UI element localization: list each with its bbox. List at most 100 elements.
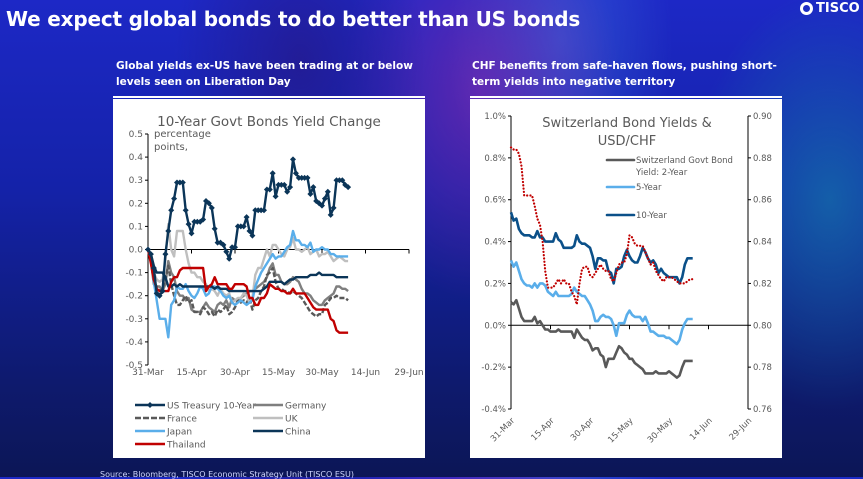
legend-label-japan: Japan — [166, 428, 192, 438]
ring-icon — [800, 2, 813, 15]
y-axis-label: points, — [154, 142, 188, 153]
data-point-us-treasury-10-year — [223, 248, 230, 255]
data-point-us-treasury-10-year — [185, 221, 192, 228]
legend-label-switzerland-govt-bond-yield-2-year: Switzerland Govt Bond — [636, 156, 733, 166]
data-point-us-treasury-10-year — [249, 232, 256, 239]
data-point-us-treasury-10-year — [266, 186, 273, 193]
chart-title: Switzerland Bond Yields & — [542, 116, 711, 131]
series-line-switzerland-govt-bond-yield-2-year — [510, 298, 693, 379]
right-chart-panel: Switzerland Bond Yields & USD/CHF 1.0% 0.8%… — [470, 99, 782, 458]
data-point-us-treasury-10-year — [232, 244, 238, 251]
y-tick-label: 0.8% — [484, 154, 506, 164]
legend-label-switzerland-govt-bond-yield-2-year: Yield: 2-Year — [635, 168, 688, 178]
y-tick-label: -0.1 — [125, 269, 143, 279]
data-point-us-treasury-10-year — [205, 200, 212, 207]
data-point-us-treasury-10-year — [307, 191, 314, 198]
x-tick-label: 31-Mar — [132, 368, 164, 378]
data-point-us-treasury-10-year — [168, 207, 175, 214]
chart-title: USD/CHF — [598, 134, 657, 149]
y-tick-label: 0.4 — [129, 153, 144, 163]
y-tick-label: -0.4 — [125, 338, 143, 348]
left-chart-subtitle: Global yields ex-US have been trading at… — [116, 60, 413, 88]
y-tick-label: 0.2 — [129, 199, 143, 209]
y-tick-label: -0.2% — [481, 363, 506, 373]
legend-marker — [147, 402, 153, 408]
series-line-10-year — [509, 211, 693, 285]
chart-title: 10-Year Govt Bonds Yield Change — [157, 114, 381, 130]
series-line-5-year — [509, 259, 693, 346]
data-point-us-treasury-10-year — [304, 174, 311, 181]
y-tick-label: 0.5 — [129, 130, 143, 140]
data-point-us-treasury-10-year — [324, 188, 331, 195]
y-tick-label: 0.0% — [484, 321, 506, 331]
left-subtitle-divider — [113, 96, 425, 98]
data-point-us-treasury-10-year — [159, 288, 166, 295]
x-tick-label: 14-Jun — [688, 416, 715, 443]
legend-label-10-year: 10-Year — [636, 211, 667, 221]
data-point-us-treasury-10-year — [330, 204, 337, 211]
data-point-us-treasury-10-year — [162, 251, 169, 258]
y2-tick-label: 0.88 — [753, 154, 772, 164]
data-point-us-treasury-10-year — [243, 214, 250, 221]
data-point-us-treasury-10-year — [208, 204, 215, 211]
data-point-us-treasury-10-year — [310, 184, 317, 191]
legend-label-china: China — [285, 428, 311, 438]
right-chart-subtitle: CHF benefits from safe-haven flows, push… — [472, 60, 777, 88]
data-point-us-treasury-10-year — [345, 184, 352, 191]
source-note: Source: Bloomberg, TISCO Economic Strate… — [100, 470, 354, 479]
legend-label-us-treasury-10-year: US Treasury 10-Year — [167, 402, 256, 412]
x-tick-label: 31-Mar — [489, 416, 518, 445]
x-tick-label: 30-Apr — [569, 416, 597, 444]
data-point-us-treasury-10-year — [153, 290, 160, 297]
x-tick-label: 30-May — [646, 416, 675, 445]
data-point-us-treasury-10-year — [281, 181, 288, 188]
data-point-us-treasury-10-year — [211, 225, 218, 232]
y2-tick-label: 0.90 — [753, 112, 772, 122]
y-tick-label: -0.2 — [125, 292, 143, 302]
data-point-us-treasury-10-year — [290, 156, 296, 163]
x-tick-label: 15-May — [606, 416, 635, 445]
legend-label-germany: Germany — [285, 402, 327, 412]
data-point-us-treasury-10-year — [156, 292, 163, 299]
y-tick-label: 0.4% — [484, 238, 506, 248]
y-tick-label: -0.3 — [125, 315, 143, 325]
y-tick-label: 0.1 — [129, 222, 143, 232]
y2-tick-label: 0.86 — [753, 196, 772, 206]
legend-label-uk: UK — [285, 415, 299, 425]
x-tick-label: 15-May — [262, 368, 296, 378]
logo-text: TISCO — [816, 1, 860, 16]
data-point-us-treasury-10-year — [145, 246, 151, 253]
left-chart-panel: 10-Year Govt Bonds Yield Change percentag… — [113, 99, 425, 458]
tisco-logo: TISCO — [800, 1, 860, 16]
x-tick-label: 29-Jun — [728, 416, 755, 443]
y-tick-label: 1.0% — [484, 112, 506, 122]
data-point-us-treasury-10-year — [339, 177, 346, 184]
x-tick-label: 30-May — [305, 368, 339, 378]
data-point-us-treasury-10-year — [179, 179, 186, 186]
data-point-us-treasury-10-year — [272, 193, 279, 200]
y-tick-label: 0.0 — [129, 246, 144, 256]
series-line-japan — [146, 229, 349, 339]
y-tick-label: -0.5 — [125, 361, 143, 371]
data-point-us-treasury-10-year — [342, 181, 349, 188]
y2-tick-label: 0.76 — [753, 405, 772, 415]
x-tick-label: 15-Apr — [176, 368, 206, 378]
y-tick-label: -0.4% — [481, 405, 506, 415]
data-point-us-treasury-10-year — [246, 228, 253, 235]
y-tick-label: 0.6% — [484, 196, 506, 206]
data-point-us-treasury-10-year — [287, 184, 294, 191]
y2-tick-label: 0.82 — [753, 279, 772, 289]
yield-change-chart: 10-Year Govt Bonds Yield Changepercentag… — [125, 114, 423, 451]
data-point-us-treasury-10-year — [147, 251, 154, 258]
series-line-thailand — [146, 249, 349, 334]
data-point-us-treasury-10-year — [165, 228, 172, 235]
data-point-us-treasury-10-year — [321, 195, 328, 202]
data-point-us-treasury-10-year — [269, 170, 276, 177]
data-point-us-treasury-10-year — [240, 223, 247, 230]
x-tick-label: 30-Apr — [220, 368, 250, 378]
data-point-us-treasury-10-year — [319, 202, 325, 209]
legend-label-france: France — [167, 415, 197, 425]
x-tick-label: 14-Jun — [351, 368, 380, 378]
y-axis-label: percentage — [154, 129, 211, 140]
data-point-us-treasury-10-year — [200, 216, 207, 223]
